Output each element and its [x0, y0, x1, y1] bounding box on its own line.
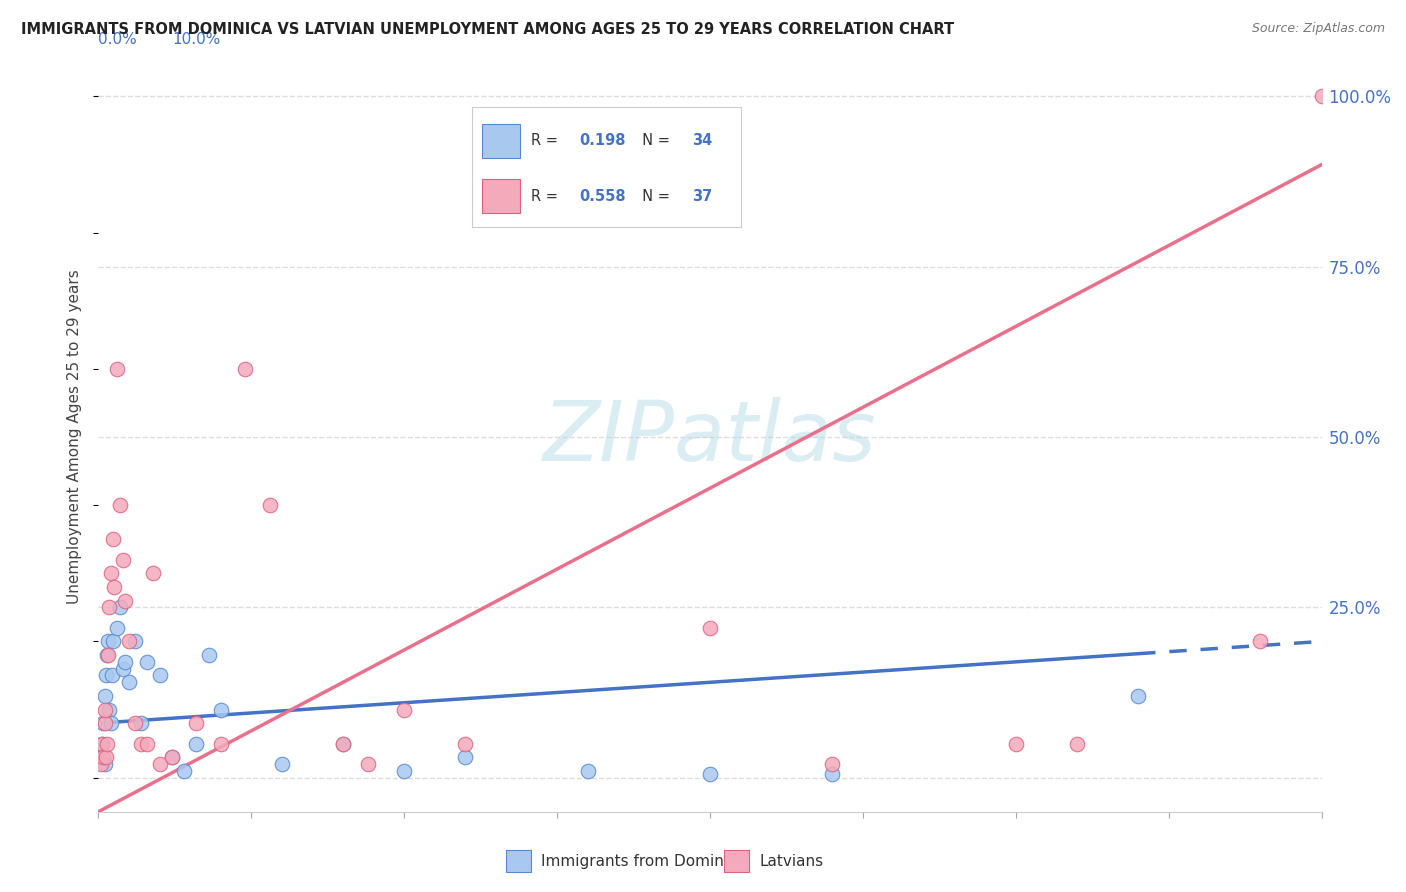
Point [110, 498, 132, 512]
Point [160, 750, 183, 764]
Text: Latvians: Latvians [759, 855, 824, 869]
Point [100, 566, 122, 581]
Point [96, 737, 118, 751]
Point [101, 668, 124, 682]
Point [94, 668, 117, 682]
Point [699, 767, 721, 781]
Point [100, 716, 122, 731]
Text: Source: ZipAtlas.com: Source: ZipAtlas.com [1251, 22, 1385, 36]
Point [129, 737, 152, 751]
Point [454, 737, 477, 751]
Point [94, 750, 117, 764]
Point [96, 648, 118, 662]
Point [93, 716, 115, 731]
Point [1128, 689, 1150, 703]
Point [101, 533, 124, 547]
Point [392, 764, 416, 778]
Point [97, 634, 120, 648]
Text: ZIPatlas: ZIPatlas [543, 397, 877, 477]
Point [98, 600, 121, 615]
Point [110, 600, 132, 615]
Text: Immigrants from Dominica: Immigrants from Dominica [541, 855, 747, 869]
Point [98, 702, 121, 716]
Point [332, 737, 354, 751]
Point [1004, 737, 1026, 751]
Point [142, 566, 165, 581]
Point [101, 634, 124, 648]
Text: 0.0%: 0.0% [98, 32, 138, 47]
Point [454, 750, 477, 764]
Point [259, 498, 281, 512]
Point [186, 737, 208, 751]
Point [186, 716, 208, 731]
Point [699, 621, 721, 635]
Point [118, 634, 141, 648]
Point [1066, 737, 1088, 751]
Point [821, 757, 844, 772]
Point [90, 750, 112, 764]
Point [111, 552, 134, 566]
Point [129, 716, 152, 731]
Point [392, 702, 416, 716]
Point [149, 757, 172, 772]
Point [173, 764, 195, 778]
Point [124, 634, 146, 648]
Point [91, 737, 114, 751]
Point [105, 362, 128, 376]
Point [93, 757, 115, 772]
Text: IMMIGRANTS FROM DOMINICA VS LATVIAN UNEMPLOYMENT AMONG AGES 25 TO 29 YEARS CORRE: IMMIGRANTS FROM DOMINICA VS LATVIAN UNEM… [21, 22, 955, 37]
Point [124, 716, 146, 731]
Point [118, 675, 141, 690]
Point [160, 750, 183, 764]
Point [91, 737, 114, 751]
Point [233, 362, 256, 376]
Point [114, 655, 136, 669]
Point [93, 689, 115, 703]
Point [332, 737, 354, 751]
Point [821, 767, 844, 781]
Text: 10.0%: 10.0% [173, 32, 221, 47]
Point [576, 764, 599, 778]
Point [90, 757, 112, 772]
Point [1250, 634, 1272, 648]
Point [97, 648, 120, 662]
Point [111, 662, 134, 676]
Point [93, 702, 115, 716]
Point [209, 737, 232, 751]
Point [136, 737, 159, 751]
Point [197, 648, 219, 662]
Point [1310, 89, 1333, 103]
Point [103, 580, 125, 594]
Point [149, 668, 172, 682]
Point [270, 757, 294, 772]
Y-axis label: Unemployment Among Ages 25 to 29 years: Unemployment Among Ages 25 to 29 years [67, 269, 83, 605]
Point [114, 593, 136, 607]
Point [91, 716, 114, 731]
Point [105, 621, 128, 635]
Point [209, 702, 232, 716]
Point [91, 750, 114, 764]
Point [356, 757, 378, 772]
Point [136, 655, 159, 669]
